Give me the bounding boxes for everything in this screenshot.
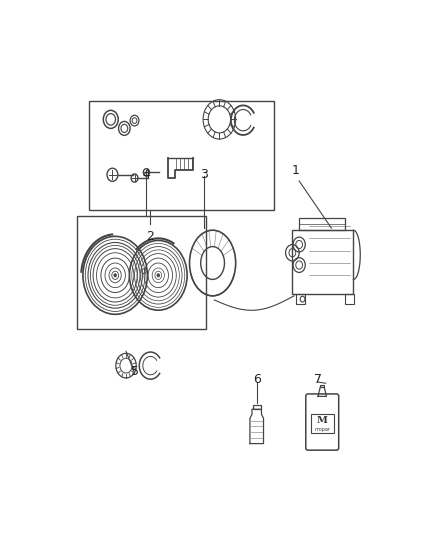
Text: 2: 2 [146,230,154,243]
Text: 3: 3 [200,168,208,181]
Text: mopar: mopar [314,426,330,432]
Bar [293,230,353,294]
Bar [296,294,305,304]
Bar [253,405,261,409]
Text: 6: 6 [253,373,261,386]
Bar [320,385,324,387]
Bar [77,216,206,329]
Bar [88,101,274,209]
Bar [345,294,354,304]
Text: 5: 5 [131,365,138,378]
Text: M: M [317,416,328,425]
Text: 1: 1 [292,164,300,177]
Text: 7: 7 [314,373,322,386]
Circle shape [114,273,117,277]
Bar [311,414,334,433]
Bar [299,218,345,230]
Circle shape [157,273,159,277]
Text: 4: 4 [142,168,150,181]
